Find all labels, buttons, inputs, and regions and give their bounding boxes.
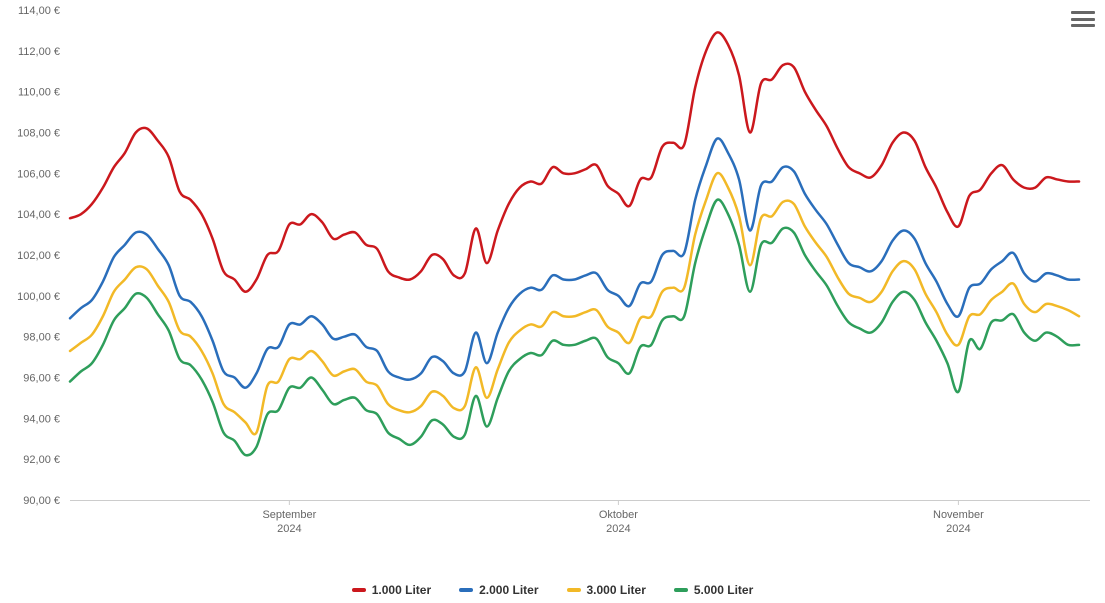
y-axis-label: 98,00 € bbox=[23, 332, 60, 344]
legend-swatch bbox=[567, 588, 581, 592]
legend-label: 1.000 Liter bbox=[372, 583, 431, 597]
legend-swatch bbox=[352, 588, 366, 592]
x-axis-label-year: 2024 bbox=[277, 523, 301, 535]
x-axis-label: Oktober bbox=[599, 509, 638, 521]
hamburger-icon bbox=[1071, 11, 1095, 14]
series-line[interactable] bbox=[70, 32, 1079, 291]
y-axis-label: 94,00 € bbox=[23, 413, 60, 425]
x-axis-label-year: 2024 bbox=[606, 523, 630, 535]
legend-item[interactable]: 5.000 Liter bbox=[674, 583, 753, 597]
y-axis-label: 114,00 € bbox=[18, 5, 60, 17]
y-axis-label: 92,00 € bbox=[23, 454, 60, 466]
chart-menu-button[interactable] bbox=[1071, 8, 1095, 30]
legend-label: 5.000 Liter bbox=[694, 583, 753, 597]
y-axis-label: 112,00 € bbox=[18, 46, 60, 58]
x-axis-label: September bbox=[262, 509, 316, 521]
y-axis-label: 104,00 € bbox=[17, 209, 60, 221]
legend-swatch bbox=[459, 588, 473, 592]
legend-item[interactable]: 2.000 Liter bbox=[459, 583, 538, 597]
price-chart: 90,00 € 92,00 € 94,00 € 96,00 € 98,00 € 100,0… bbox=[0, 0, 1105, 603]
y-axis-label: 100,00 € bbox=[17, 291, 60, 303]
series-line[interactable] bbox=[70, 200, 1079, 456]
legend-label: 3.000 Liter bbox=[587, 583, 646, 597]
chart-canvas: 90,00 € 92,00 € 94,00 € 96,00 € 98,00 € 100,0… bbox=[0, 0, 1105, 563]
legend-label: 2.000 Liter bbox=[479, 583, 538, 597]
legend-swatch bbox=[674, 588, 688, 592]
series-line[interactable] bbox=[70, 173, 1079, 434]
x-axis-label-year: 2024 bbox=[946, 523, 970, 535]
y-axis-label: 108,00 € bbox=[17, 128, 60, 140]
y-axis-label: 102,00 € bbox=[17, 250, 60, 262]
y-axis-label: 96,00 € bbox=[23, 373, 60, 385]
y-axis-label: 90,00 € bbox=[23, 495, 60, 507]
chart-legend: 1.000 Liter 2.000 Liter 3.000 Liter 5.000 L… bbox=[0, 579, 1105, 597]
x-axis-label: November bbox=[933, 509, 984, 521]
legend-item[interactable]: 3.000 Liter bbox=[567, 583, 646, 597]
legend-item[interactable]: 1.000 Liter bbox=[352, 583, 431, 597]
y-axis-label: 106,00 € bbox=[17, 168, 60, 180]
y-axis-label: 110,00 € bbox=[18, 87, 60, 99]
